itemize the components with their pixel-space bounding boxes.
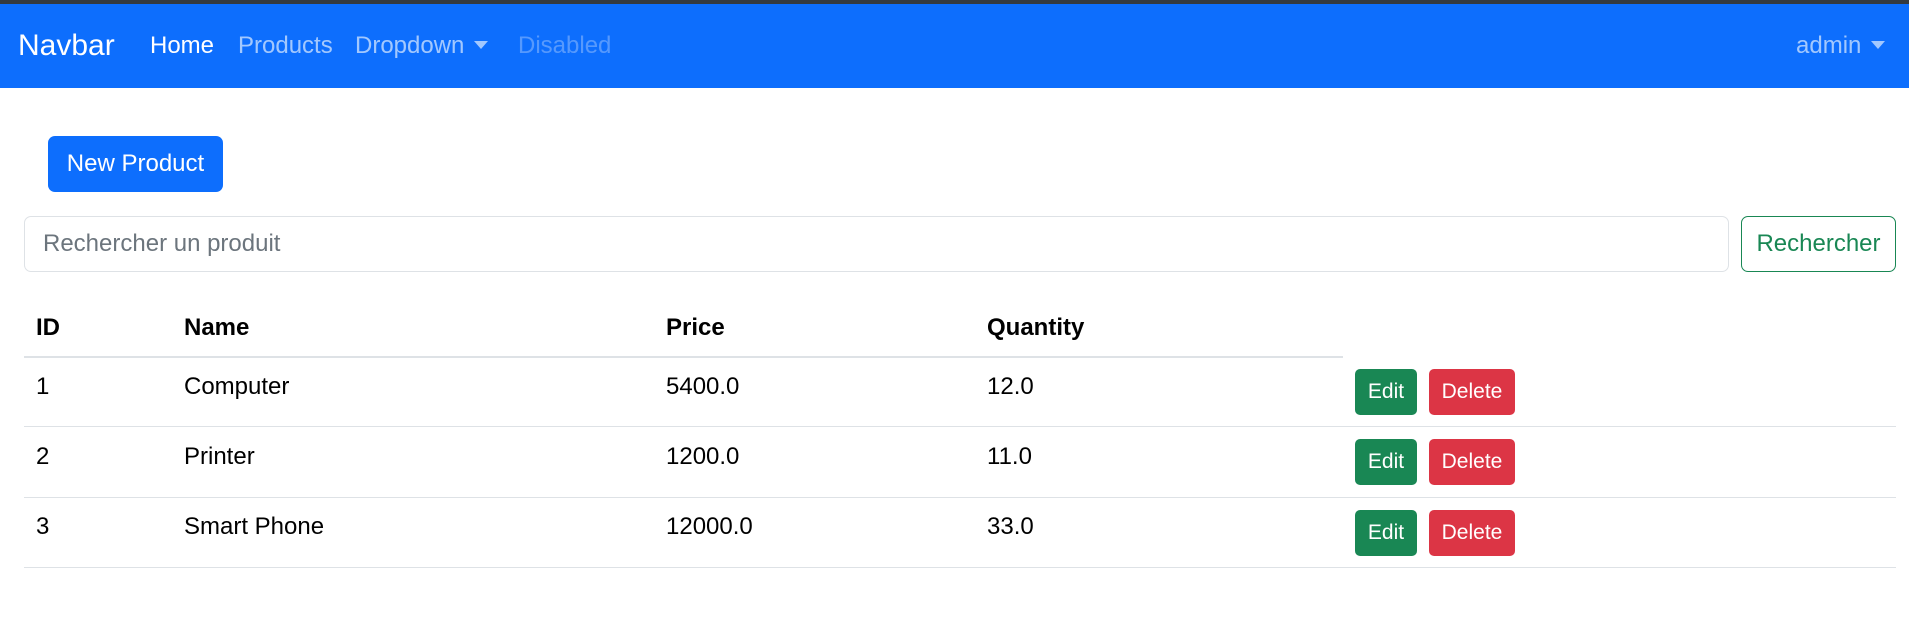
row-divider — [24, 426, 1896, 427]
column-header-price: Price — [666, 314, 725, 341]
delete-button[interactable]: Delete — [1429, 510, 1515, 556]
cell-price: 1200.0 — [666, 443, 740, 470]
column-header-id: ID — [36, 314, 60, 341]
nav-link-disabled: Disabled — [518, 32, 612, 59]
header-divider — [24, 356, 1343, 358]
navbar: Navbar Home Products Dropdown Disabled a… — [0, 4, 1909, 88]
cell-name: Printer — [184, 443, 255, 470]
row-divider — [24, 567, 1896, 568]
window-top-border — [0, 0, 1909, 4]
nav-link-home[interactable]: Home — [150, 32, 215, 59]
cell-quantity: 33.0 — [987, 513, 1034, 540]
cell-id: 2 — [36, 443, 50, 470]
cell-name: Smart Phone — [184, 513, 325, 540]
nav-dropdown-toggle[interactable]: Dropdown — [355, 4, 489, 88]
cell-quantity: 12.0 — [987, 373, 1034, 400]
cell-id: 1 — [36, 373, 50, 400]
nav-link-products[interactable]: Products — [238, 32, 333, 59]
user-name: admin — [1796, 32, 1862, 59]
row-divider — [24, 497, 1896, 498]
cell-price: 5400.0 — [666, 373, 740, 400]
cell-id: 3 — [36, 513, 50, 540]
column-header-quantity: Quantity — [987, 314, 1085, 341]
edit-button[interactable]: Edit — [1355, 369, 1417, 415]
delete-button[interactable]: Delete — [1429, 369, 1515, 415]
cell-quantity: 11.0 — [987, 443, 1032, 470]
edit-button[interactable]: Edit — [1355, 510, 1417, 556]
user-menu-toggle[interactable]: admin — [1796, 4, 1886, 88]
delete-button[interactable]: Delete — [1429, 439, 1515, 485]
column-header-name: Name — [184, 314, 250, 341]
cell-name: Computer — [184, 373, 290, 400]
caret-down-icon — [474, 40, 489, 49]
new-product-button[interactable]: New Product — [48, 136, 223, 192]
navbar-brand[interactable]: Navbar — [18, 29, 115, 62]
cell-price: 12000.0 — [666, 513, 753, 540]
edit-button[interactable]: Edit — [1355, 439, 1417, 485]
nav-dropdown-label: Dropdown — [355, 32, 465, 59]
caret-down-icon — [1871, 40, 1886, 49]
search-button[interactable]: Rechercher — [1741, 216, 1896, 272]
search-input[interactable] — [24, 216, 1729, 272]
